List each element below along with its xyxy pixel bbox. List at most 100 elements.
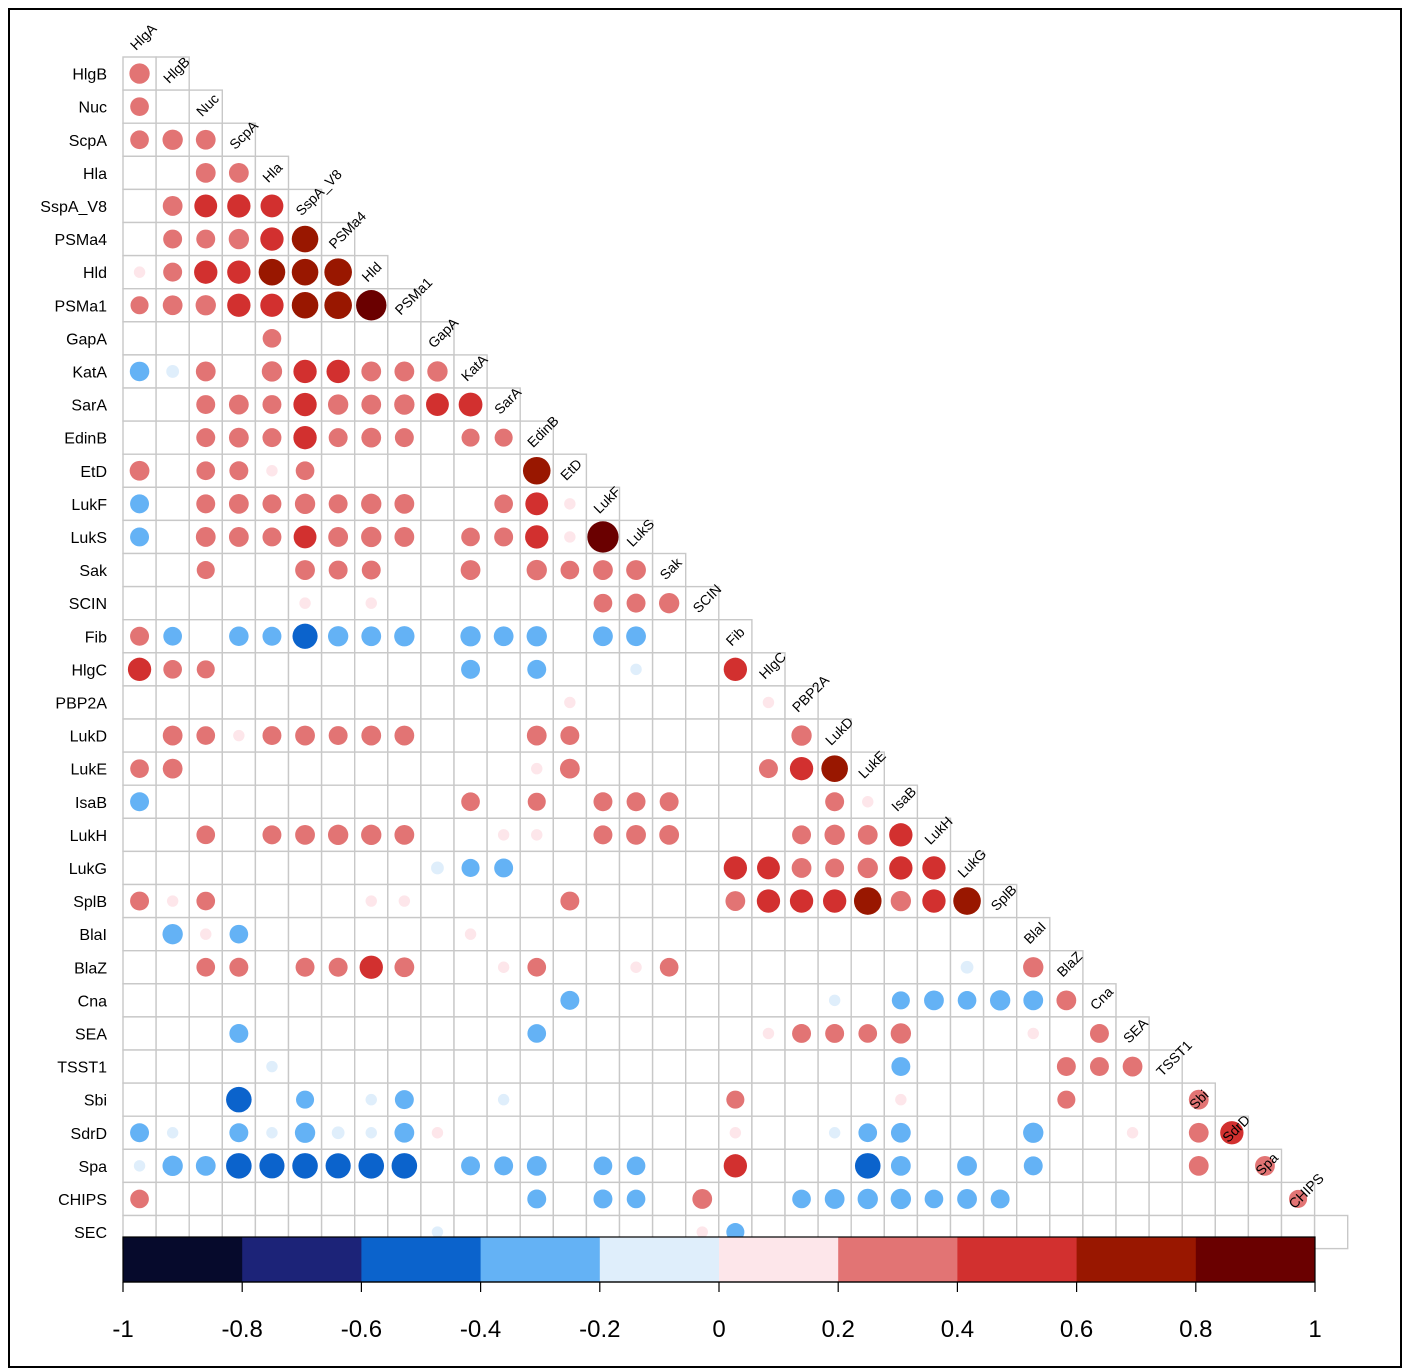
- row-label: SplB: [73, 894, 107, 911]
- grid-cell: [949, 1016, 985, 1051]
- grid-cell: [354, 1016, 389, 1051]
- grid-cell: [850, 916, 886, 952]
- grid-cell: [122, 950, 157, 985]
- grid-cell: [420, 321, 455, 356]
- grid-cell: [155, 155, 190, 191]
- grid-cell: [155, 420, 190, 455]
- grid-cell: [155, 817, 190, 853]
- correlation-circle: [361, 626, 382, 647]
- grid-cell: [718, 1016, 753, 1051]
- correlation-circle: [295, 957, 315, 977]
- grid-cell: [387, 1049, 422, 1084]
- correlation-circle: [227, 194, 251, 218]
- correlation-circle: [162, 758, 183, 779]
- grid-cell: [585, 850, 621, 886]
- correlation-circle: [260, 227, 284, 251]
- correlation-circle: [292, 623, 318, 649]
- correlation-circle: [957, 1155, 977, 1176]
- grid-cell: [850, 983, 886, 1018]
- correlation-circle: [130, 97, 149, 116]
- grid-cell: [585, 1016, 621, 1051]
- grid-cell: [453, 585, 488, 621]
- correlation-circle: [365, 1093, 377, 1106]
- correlation-circle: [559, 758, 580, 779]
- grid-cell: [122, 1082, 157, 1117]
- grid-cell: [188, 1049, 223, 1084]
- row-label: SCIN: [69, 596, 107, 613]
- correlation-circle: [527, 957, 547, 977]
- grid-cell: [453, 983, 488, 1018]
- grid-cell: [122, 1016, 157, 1051]
- colorbar-bin: [1195, 1237, 1316, 1282]
- grid-cell: [618, 850, 654, 886]
- grid-cell: [784, 1148, 819, 1184]
- correlation-circle: [890, 890, 912, 912]
- correlation-circle: [296, 1090, 315, 1109]
- grid-cell: [651, 850, 687, 886]
- grid-cell: [552, 1148, 588, 1184]
- grid-cell: [453, 1115, 488, 1150]
- correlation-circle: [228, 493, 249, 514]
- grid-cell: [420, 817, 455, 853]
- correlation-circle: [658, 592, 680, 614]
- grid-cell: [685, 916, 720, 952]
- row-label: Fib: [85, 629, 107, 646]
- correlation-circle: [293, 392, 317, 417]
- correlation-circle: [361, 427, 382, 448]
- grid-cell: [552, 1016, 588, 1051]
- correlation-circle: [166, 1127, 179, 1139]
- grid-cell: [486, 1115, 521, 1150]
- grid-cell: [751, 1082, 786, 1117]
- correlation-circles: [127, 63, 1308, 1242]
- correlation-circle: [391, 1153, 418, 1179]
- correlation-circle: [229, 626, 249, 647]
- grid-cell: [618, 585, 654, 621]
- correlation-circle: [1126, 1127, 1139, 1139]
- grid-cell: [188, 685, 223, 720]
- grid-cell: [188, 983, 223, 1018]
- correlation-circle: [361, 526, 382, 548]
- correlation-circle: [259, 1153, 285, 1179]
- grid-cell: [585, 1049, 621, 1084]
- correlation-circle: [294, 493, 316, 515]
- correlation-circle: [792, 825, 812, 845]
- grid-cell: [387, 1181, 422, 1217]
- grid-cell: [354, 916, 389, 952]
- grid-cell: [883, 784, 919, 820]
- grid-cell: [287, 685, 323, 720]
- row-label: SdrD: [71, 1126, 107, 1143]
- grid-cell: [651, 718, 687, 753]
- correlation-circle: [326, 359, 350, 384]
- grid-cell: [155, 552, 190, 588]
- grid-cell: [949, 916, 985, 952]
- correlation-circle: [328, 428, 348, 448]
- correlation-circle: [365, 1127, 377, 1139]
- correlation-circle: [1255, 1155, 1275, 1176]
- grid-cell: [254, 883, 290, 919]
- grid-cell: [453, 1082, 488, 1117]
- correlation-circle: [464, 928, 477, 940]
- correlation-circle: [361, 361, 382, 382]
- grid-cell: [486, 751, 521, 786]
- grid-cell: [784, 983, 819, 1018]
- grid-cell: [982, 1148, 1018, 1184]
- grid-cell: [155, 453, 190, 489]
- correlation-circle: [792, 1189, 811, 1209]
- row-label: LukE: [71, 762, 107, 779]
- grid-cell: [155, 1082, 190, 1117]
- grid-cell: [850, 1049, 886, 1084]
- grid-cell: [221, 1049, 257, 1084]
- grid-cell: [651, 1016, 687, 1051]
- correlation-circle: [890, 1122, 911, 1143]
- correlation-circle: [1089, 1057, 1109, 1077]
- correlation-circle: [328, 527, 349, 547]
- correlation-circle: [630, 663, 642, 676]
- correlation-circle: [1056, 1057, 1076, 1077]
- correlation-circle: [791, 725, 812, 746]
- grid-cell: [850, 1016, 886, 1051]
- correlation-circle: [394, 957, 415, 978]
- correlation-circle: [196, 891, 216, 911]
- correlation-circle: [196, 229, 216, 249]
- grid-cell: [651, 685, 687, 720]
- grid-cell: [453, 817, 488, 853]
